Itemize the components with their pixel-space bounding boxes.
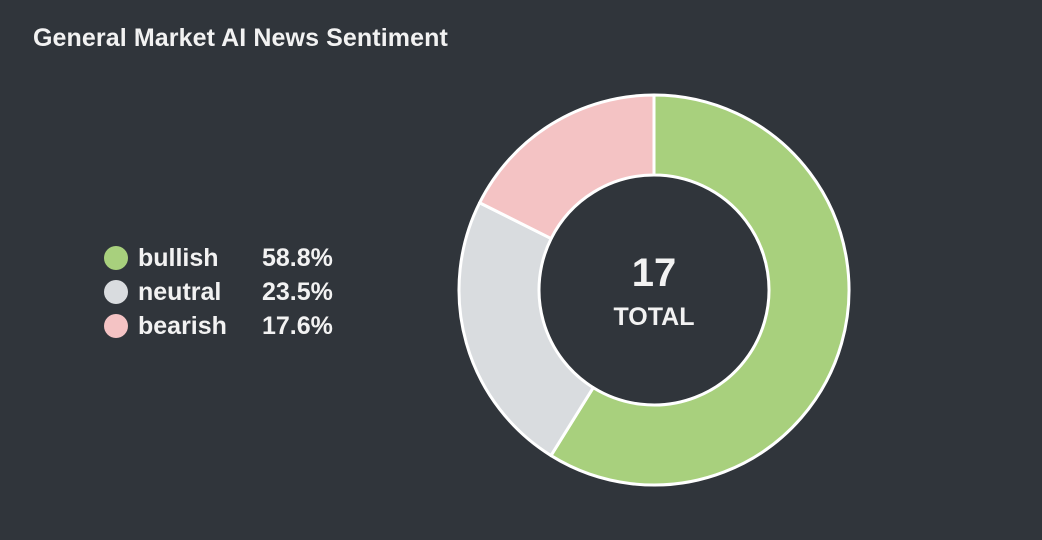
total-caption: TOTAL [613, 303, 694, 331]
total-count: 17 [632, 251, 677, 295]
donut-slices [457, 93, 851, 487]
legend-label-neutral: neutral [138, 277, 222, 306]
slice-neutral[interactable] [457, 201, 595, 458]
legend-item-bearish[interactable]: bearish 17.6% [104, 309, 333, 343]
slice-bullish[interactable] [549, 93, 851, 487]
bearish-swatch-icon [104, 314, 128, 338]
legend-value-neutral: 23.5% [262, 277, 333, 306]
legend-item-bullish[interactable]: bullish 58.8% [104, 241, 333, 275]
neutral-swatch-icon [104, 280, 128, 304]
legend-value-bearish: 17.6% [262, 311, 333, 340]
bullish-swatch-icon [104, 246, 128, 270]
donut-chart: 17 TOTAL [457, 93, 851, 487]
legend-item-neutral[interactable]: neutral 23.5% [104, 275, 333, 309]
legend: bullish 58.8% neutral 23.5% bearish 17.6… [104, 241, 333, 343]
slice-bearish[interactable] [478, 93, 656, 241]
chart-title: General Market AI News Sentiment [33, 24, 448, 52]
legend-label-bullish: bullish [138, 243, 219, 272]
legend-value-bullish: 58.8% [262, 243, 333, 272]
legend-label-bearish: bearish [138, 311, 227, 340]
